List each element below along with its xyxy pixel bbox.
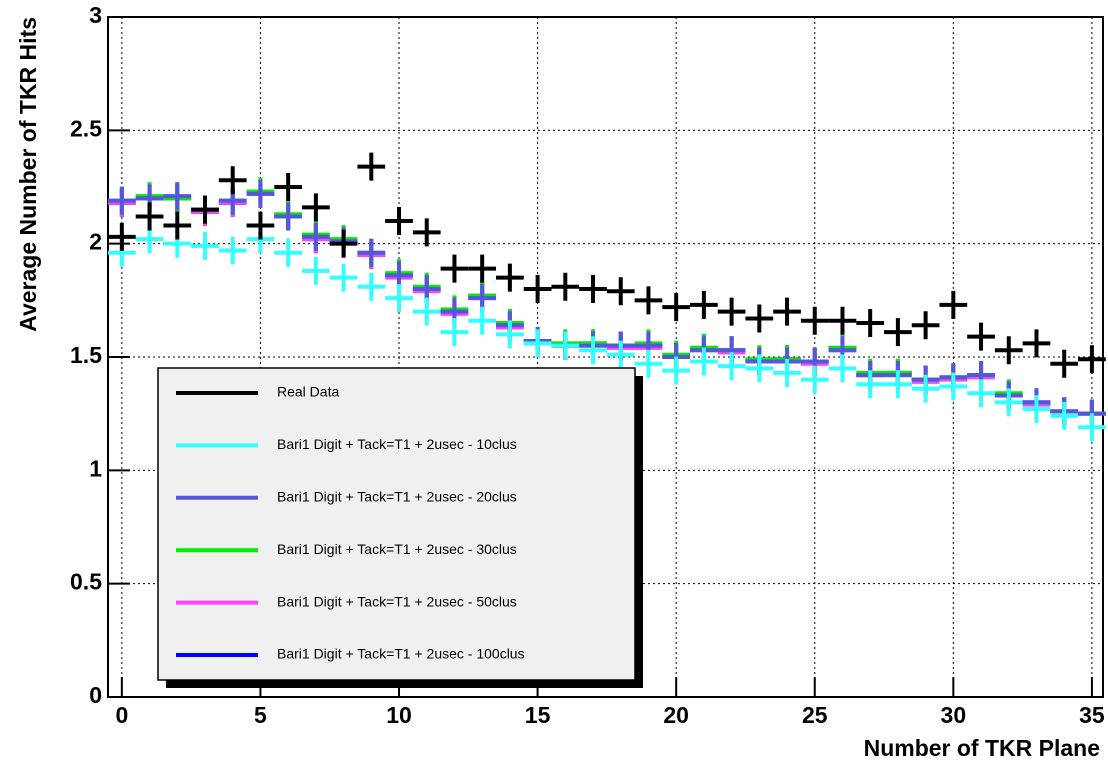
data-point	[302, 193, 330, 222]
data-point	[745, 304, 774, 333]
y-tick-label: 0.5	[70, 569, 102, 595]
data-point	[1078, 413, 1106, 442]
data-point	[800, 306, 829, 335]
data-point	[967, 322, 995, 351]
data-point	[994, 388, 1023, 417]
data-point	[606, 277, 635, 306]
data-point	[828, 306, 857, 335]
data-point	[579, 336, 607, 365]
data-point	[1078, 345, 1106, 374]
data-point	[523, 275, 552, 303]
data-point	[773, 358, 801, 387]
data-point	[551, 272, 580, 301]
data-point	[385, 284, 413, 313]
y-tick-label: 1	[89, 455, 102, 481]
legend-label: Real Data	[277, 384, 339, 400]
data-point	[828, 354, 857, 383]
x-tick-label: 15	[525, 702, 551, 728]
x-tick-label: 25	[802, 702, 828, 728]
legend-label: Bari1 Digit + Tack=T1 + 2usec - 20clus	[277, 489, 517, 505]
y-tick-label: 0	[89, 682, 102, 708]
data-point	[579, 275, 607, 303]
data-point	[884, 370, 912, 399]
data-point	[523, 329, 552, 358]
data-point	[163, 182, 192, 211]
data-point	[191, 195, 219, 224]
data-point	[357, 238, 386, 267]
data-point	[1022, 395, 1051, 424]
data-point	[357, 152, 386, 181]
data-point	[274, 173, 303, 201]
data-point	[634, 349, 663, 378]
data-point	[218, 236, 247, 265]
data-point	[302, 256, 330, 285]
data-point	[412, 297, 441, 326]
data-point	[717, 352, 746, 381]
data-point	[662, 356, 691, 385]
data-point	[468, 306, 497, 335]
data-point	[911, 311, 940, 340]
data-point	[440, 254, 469, 283]
data-point	[967, 379, 995, 408]
data-point	[468, 254, 497, 283]
data-point	[994, 336, 1023, 365]
y-axis-title: Average Number of TKR Hits	[15, 17, 41, 332]
data-point	[773, 297, 801, 326]
data-point	[717, 297, 746, 326]
legend-label: Bari1 Digit + Tack=T1 + 2usec - 10clus	[277, 436, 517, 452]
data-point	[329, 229, 358, 258]
x-tick-label: 30	[941, 702, 967, 728]
data-point	[884, 318, 912, 347]
data-point	[329, 263, 358, 292]
data-point	[218, 166, 247, 195]
x-tick-label: 0	[115, 702, 128, 728]
data-point	[662, 293, 691, 322]
data-point	[911, 374, 940, 403]
data-point	[551, 331, 580, 360]
data-point	[108, 222, 136, 251]
data-point	[856, 370, 885, 399]
x-tick-label: 35	[1079, 702, 1105, 728]
data-point	[606, 340, 635, 369]
y-tick-label: 2.5	[70, 115, 102, 141]
data-point	[856, 309, 885, 337]
data-point	[939, 290, 968, 319]
data-point	[800, 365, 829, 394]
data-point	[274, 238, 303, 267]
x-tick-label: 20	[663, 702, 689, 728]
x-tick-label: 10	[386, 702, 412, 728]
data-point	[496, 263, 524, 292]
data-point	[135, 202, 164, 231]
data-point	[191, 231, 219, 260]
data-point	[385, 207, 413, 235]
legend-label: Bari1 Digit + Tack=T1 + 2usec - 100clus	[277, 646, 525, 662]
data-point	[412, 218, 441, 247]
x-axis-title: Number of TKR Plane	[864, 735, 1100, 761]
data-point	[1050, 401, 1079, 430]
x-tick-label: 5	[254, 702, 267, 728]
data-point	[440, 318, 469, 347]
data-point	[1022, 329, 1051, 358]
data-point	[1050, 349, 1079, 378]
data-point	[302, 222, 330, 251]
y-tick-label: 1.5	[70, 342, 102, 368]
legend-label: Bari1 Digit + Tack=T1 + 2usec - 30clus	[277, 541, 517, 557]
data-point	[246, 211, 275, 240]
legend-box	[157, 367, 636, 681]
data-point	[108, 186, 136, 215]
data-point	[939, 372, 968, 401]
legend-label: Bari1 Digit + Tack=T1 + 2usec - 50clus	[277, 593, 517, 609]
data-point	[496, 320, 524, 349]
data-point	[690, 290, 718, 319]
data-point	[246, 179, 275, 208]
data-point	[690, 347, 718, 376]
data-point	[357, 272, 386, 301]
y-tick-label: 3	[89, 2, 102, 28]
data-point	[745, 354, 774, 383]
data-point	[274, 202, 303, 231]
data-point	[634, 286, 663, 315]
y-tick-label: 2	[89, 229, 102, 255]
data-point	[163, 211, 192, 240]
